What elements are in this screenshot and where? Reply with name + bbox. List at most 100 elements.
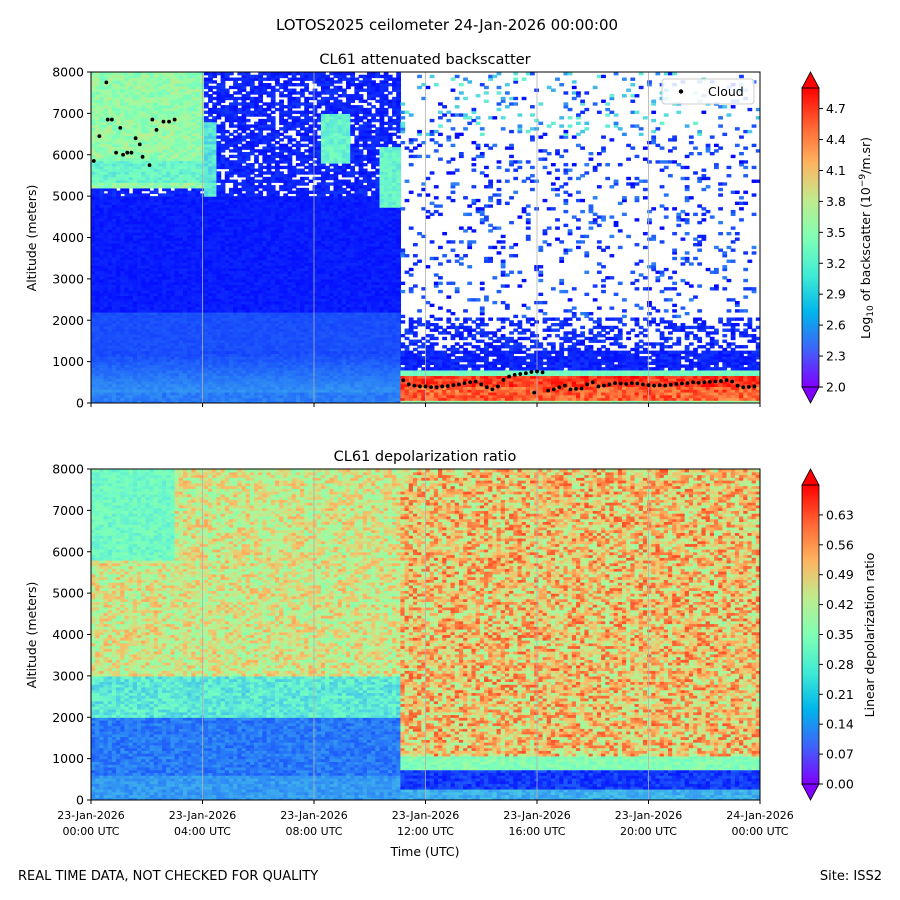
backscatter-cell xyxy=(107,273,113,277)
backscatter-cell xyxy=(237,201,243,205)
backscatter-cell xyxy=(203,124,209,128)
backscatter-cell xyxy=(195,218,201,222)
backscatter-cell xyxy=(170,292,176,297)
backscatter-cell xyxy=(228,229,234,233)
backscatter-cell xyxy=(216,240,222,244)
backscatter-cell xyxy=(249,240,255,244)
backscatter-cell xyxy=(149,212,155,217)
backscatter-cell xyxy=(174,223,180,228)
backscatter-cell xyxy=(91,196,96,200)
backscatter-cell xyxy=(249,138,255,142)
backscatter-cell xyxy=(191,85,197,90)
backscatter-cell xyxy=(162,201,167,205)
backscatter-cell xyxy=(241,347,247,352)
backscatter-cell xyxy=(174,201,180,205)
backscatter-cell xyxy=(237,306,243,310)
backscatter-cell xyxy=(228,240,234,244)
backscatter-cell xyxy=(216,358,222,363)
backscatter-cell xyxy=(178,350,184,354)
backscatter-cell xyxy=(91,223,96,228)
backscatter-cell xyxy=(111,171,117,175)
backscatter-cell xyxy=(203,185,209,189)
backscatter-cell xyxy=(136,149,142,153)
backscatter-cell xyxy=(136,386,142,390)
backscatter-cell xyxy=(237,284,243,288)
backscatter-cell xyxy=(145,320,151,324)
backscatter-cell xyxy=(91,88,96,92)
backscatter-cell xyxy=(162,347,167,352)
backscatter-cell xyxy=(178,176,184,181)
backscatter-cell xyxy=(212,306,218,310)
backscatter-cell xyxy=(237,270,243,274)
backscatter-cell xyxy=(258,243,264,247)
backscatter-cell xyxy=(245,140,251,145)
backscatter-cell xyxy=(124,356,130,360)
backscatter-cell xyxy=(162,99,167,103)
backscatter-cell xyxy=(124,113,130,117)
backscatter-cell xyxy=(241,83,247,87)
backscatter-cell xyxy=(111,113,117,117)
backscatter-cell xyxy=(254,237,259,241)
backscatter-cell xyxy=(145,394,151,399)
backscatter-cell xyxy=(191,323,197,327)
backscatter-cell xyxy=(157,240,163,244)
backscatter-cell xyxy=(195,245,201,250)
backscatter-cell xyxy=(233,292,238,297)
backscatter-cell xyxy=(116,245,121,250)
backscatter-cell xyxy=(195,378,201,382)
backscatter-cell xyxy=(249,198,255,203)
backscatter-cell xyxy=(191,198,197,203)
backscatter-cell xyxy=(124,182,130,186)
backscatter-cell xyxy=(116,314,121,319)
backscatter-cell xyxy=(191,163,197,167)
backscatter-heatmap xyxy=(91,72,760,403)
backscatter-cell xyxy=(258,345,264,349)
backscatter-cell xyxy=(178,256,184,261)
backscatter-cell xyxy=(191,281,197,285)
backscatter-cell xyxy=(107,143,113,148)
backscatter-cell xyxy=(141,311,146,316)
backscatter-cell xyxy=(254,289,259,294)
backscatter-cell xyxy=(203,220,209,225)
backscatter-cell xyxy=(233,113,238,117)
backscatter-cell xyxy=(245,223,251,228)
backscatter-cell xyxy=(178,251,184,255)
backscatter-cell xyxy=(249,281,255,285)
backscatter-cell xyxy=(107,281,113,285)
backscatter-cell xyxy=(111,270,117,274)
backscatter-cell xyxy=(149,229,155,233)
backscatter-cell xyxy=(103,331,109,335)
backscatter-cell xyxy=(203,336,209,341)
backscatter-cell xyxy=(203,369,209,374)
backscatter-cell xyxy=(249,129,255,134)
backscatter-cell xyxy=(208,237,213,241)
backscatter-cell xyxy=(95,317,100,321)
backscatter-cell xyxy=(132,198,138,203)
backscatter-cell xyxy=(174,292,180,297)
backscatter-cell xyxy=(187,358,192,363)
backscatter-cell xyxy=(128,231,134,236)
backscatter-cell xyxy=(157,151,163,156)
backscatter-cell xyxy=(228,218,234,222)
backscatter-cell xyxy=(145,187,151,192)
backscatter-cell xyxy=(191,356,197,360)
backscatter-cell xyxy=(141,140,146,145)
backscatter-cell xyxy=(228,179,234,183)
backscatter-cell xyxy=(136,138,142,142)
backscatter-cell xyxy=(157,400,163,403)
backscatter-cell xyxy=(266,397,272,401)
backscatter-cell xyxy=(132,276,138,280)
backscatter-cell xyxy=(203,339,209,343)
backscatter-cell xyxy=(220,165,226,170)
backscatter-cell xyxy=(216,212,222,217)
backscatter-cell xyxy=(212,278,218,283)
backscatter-cell xyxy=(116,143,121,148)
backscatter-cell xyxy=(103,72,109,76)
backscatter-cell xyxy=(191,364,197,368)
backscatter-cell xyxy=(191,306,197,310)
backscatter-cell xyxy=(99,179,105,183)
backscatter-cell xyxy=(107,212,113,217)
backscatter-cell xyxy=(170,262,176,266)
backscatter-cell xyxy=(241,356,247,360)
backscatter-cell xyxy=(149,218,155,222)
